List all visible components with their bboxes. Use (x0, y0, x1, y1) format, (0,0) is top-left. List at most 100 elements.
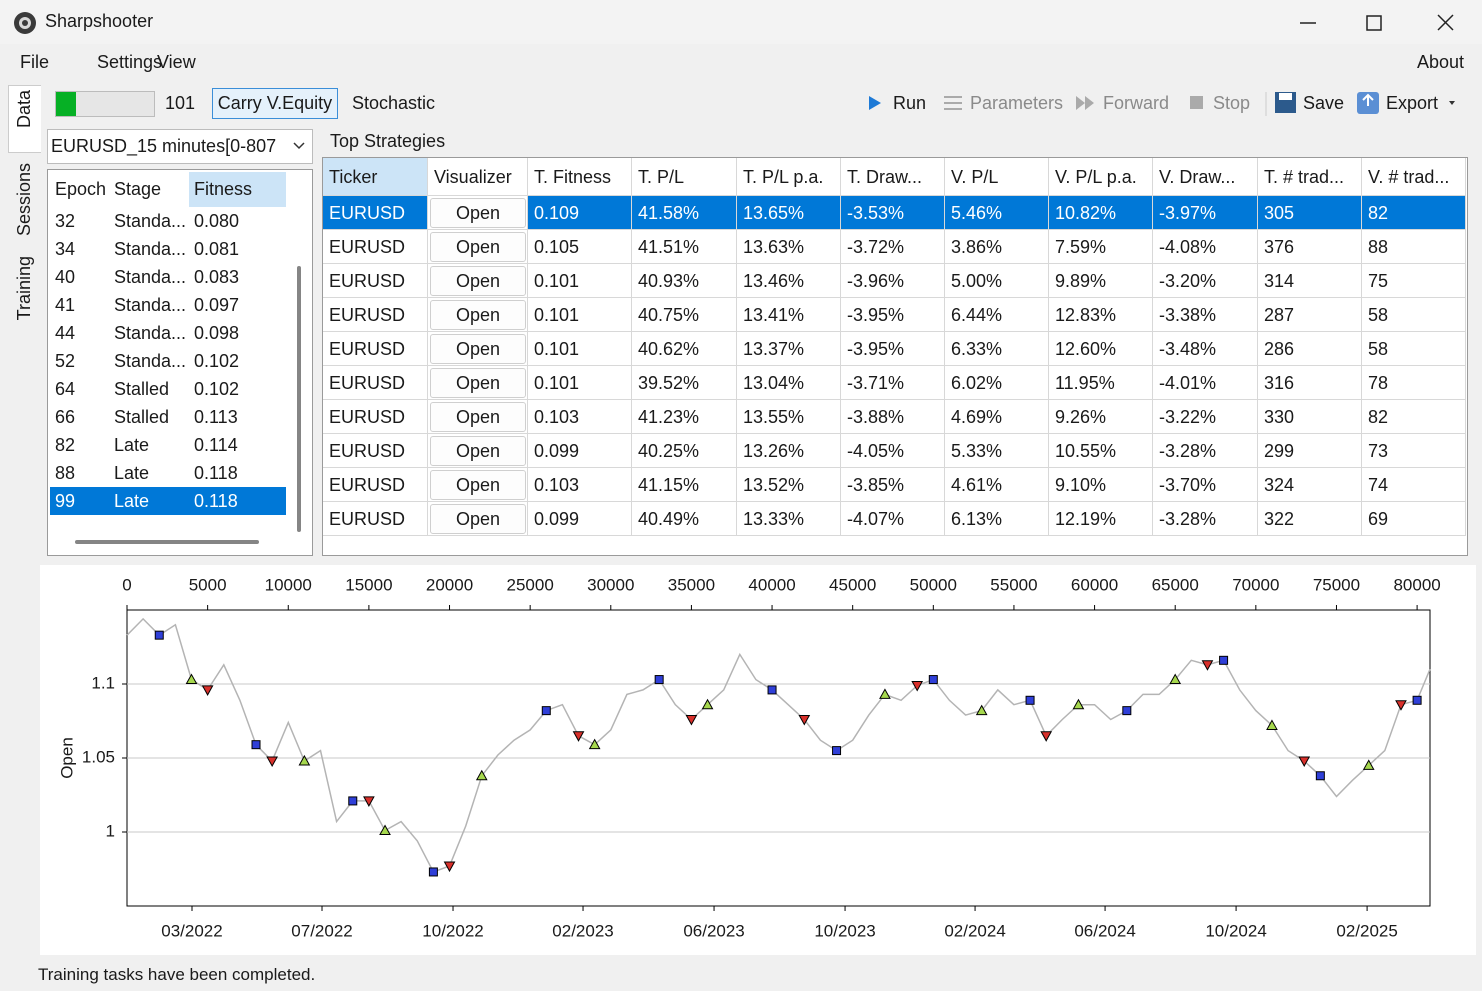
strategies-cell[interactable]: 13.04% (737, 366, 841, 400)
strategies-cell[interactable]: 5.46% (945, 196, 1049, 230)
strategies-cell[interactable]: -3.48% (1153, 332, 1258, 366)
strategies-cell[interactable]: -3.85% (841, 468, 945, 502)
epochs-row[interactable]: 32 Standa... 0.080 (50, 207, 286, 235)
strategies-cell[interactable]: 39.52% (632, 366, 737, 400)
strategies-cell[interactable]: 9.26% (1049, 400, 1153, 434)
strategies-cell[interactable]: -3.22% (1153, 400, 1258, 434)
strategies-cell[interactable]: -4.01% (1153, 366, 1258, 400)
strategies-cell[interactable]: 12.19% (1049, 502, 1153, 536)
strategies-cell[interactable]: EURUSD (323, 264, 428, 298)
strategies-cell[interactable]: EURUSD (323, 196, 428, 230)
strategies-cell[interactable]: 13.41% (737, 298, 841, 332)
strategies-cell[interactable]: 10.55% (1049, 434, 1153, 468)
strategies-cell[interactable]: EURUSD (323, 434, 428, 468)
forward-button[interactable]: Forward (1103, 93, 1170, 113)
strategies-cell[interactable]: 6.33% (945, 332, 1049, 366)
epochs-row[interactable]: 99 Late 0.118 (50, 487, 286, 515)
tab-data[interactable]: Data (14, 90, 34, 129)
stochastic-button[interactable]: Stochastic (352, 93, 436, 113)
open-button[interactable]: Open (430, 198, 526, 228)
strategies-cell[interactable]: 58 (1362, 332, 1466, 366)
strategies-cell[interactable]: 40.93% (632, 264, 737, 298)
menu-view[interactable]: View (157, 52, 196, 72)
strategies-header[interactable]: V. P/L p.a. (1049, 158, 1153, 196)
strategies-cell[interactable]: -4.05% (841, 434, 945, 468)
strategies-cell[interactable]: 41.15% (632, 468, 737, 502)
strategies-cell[interactable]: 41.51% (632, 230, 737, 264)
open-button[interactable]: Open (430, 470, 526, 500)
strategies-cell[interactable]: -3.71% (841, 366, 945, 400)
carry-button[interactable]: Carry V.Equity (212, 88, 338, 119)
strategies-cell[interactable]: 75 (1362, 264, 1466, 298)
strategies-cell[interactable]: 6.02% (945, 366, 1049, 400)
epochs-row[interactable]: 41 Standa... 0.097 (50, 291, 286, 319)
epochs-header[interactable]: Epoch (50, 172, 109, 207)
strategies-header[interactable]: T. P/L p.a. (737, 158, 841, 196)
strategies-cell[interactable]: 40.25% (632, 434, 737, 468)
open-button[interactable]: Open (430, 266, 526, 296)
strategies-cell[interactable]: EURUSD (323, 468, 428, 502)
strategies-cell[interactable]: 88 (1362, 230, 1466, 264)
strategies-cell[interactable]: 58 (1362, 298, 1466, 332)
open-button[interactable]: Open (430, 334, 526, 364)
strategies-cell[interactable]: EURUSD (323, 502, 428, 536)
strategies-cell[interactable]: -3.95% (841, 332, 945, 366)
strategies-cell[interactable]: 69 (1362, 502, 1466, 536)
strategies-cell[interactable]: EURUSD (323, 230, 428, 264)
strategies-cell[interactable]: 0.105 (528, 230, 632, 264)
open-button[interactable]: Open (430, 232, 526, 262)
strategies-cell[interactable]: -3.28% (1153, 502, 1258, 536)
epochs-row[interactable]: 34 Standa... 0.081 (50, 235, 286, 263)
strategies-header[interactable]: Visualizer (428, 158, 528, 196)
strategies-cell[interactable]: 314 (1258, 264, 1362, 298)
parameters-button[interactable]: Parameters (970, 93, 1064, 113)
strategies-header[interactable]: T. P/L (632, 158, 737, 196)
open-button[interactable]: Open (430, 402, 526, 432)
strategies-cell[interactable]: -3.95% (841, 298, 945, 332)
strategies-cell[interactable]: 41.23% (632, 400, 737, 434)
strategies-cell[interactable]: 13.33% (737, 502, 841, 536)
strategies-cell[interactable]: 0.101 (528, 332, 632, 366)
strategies-cell[interactable]: -3.53% (841, 196, 945, 230)
open-button[interactable]: Open (430, 436, 526, 466)
strategies-cell[interactable]: 5.00% (945, 264, 1049, 298)
epochs-row[interactable]: 82 Late 0.114 (50, 431, 286, 459)
dataset-combo[interactable]: EURUSD_15 minutes[0-807 (47, 129, 313, 164)
strategies-header[interactable]: V. # trad... (1362, 158, 1466, 196)
strategies-cell[interactable]: -4.07% (841, 502, 945, 536)
run-button[interactable]: Run (893, 93, 927, 113)
strategies-cell[interactable]: -3.97% (1153, 196, 1258, 230)
strategies-cell[interactable]: 330 (1258, 400, 1362, 434)
epochs-row[interactable]: 44 Standa... 0.098 (50, 319, 286, 347)
tab-training[interactable]: Training (14, 256, 34, 321)
strategies-cell[interactable]: 0.101 (528, 366, 632, 400)
strategies-cell[interactable]: 9.10% (1049, 468, 1153, 502)
epochs-header[interactable]: Fitness (189, 172, 286, 207)
epochs-row[interactable]: 88 Late 0.118 (50, 459, 286, 487)
strategies-cell[interactable]: 82 (1362, 196, 1466, 230)
strategies-header[interactable]: Ticker (323, 158, 428, 196)
strategies-cell[interactable]: 13.46% (737, 264, 841, 298)
strategies-cell[interactable]: 7.59% (1049, 230, 1153, 264)
strategies-cell[interactable]: 12.60% (1049, 332, 1153, 366)
strategies-cell[interactable]: 13.55% (737, 400, 841, 434)
scrollbar-h[interactable] (75, 540, 259, 544)
strategies-cell[interactable]: 78 (1362, 366, 1466, 400)
strategies-cell[interactable]: -3.96% (841, 264, 945, 298)
epochs-header[interactable]: Stage (109, 172, 189, 207)
strategies-cell[interactable]: 6.44% (945, 298, 1049, 332)
strategies-cell[interactable]: 305 (1258, 196, 1362, 230)
strategies-cell[interactable]: 74 (1362, 468, 1466, 502)
strategies-cell[interactable]: -3.28% (1153, 434, 1258, 468)
strategies-header[interactable]: T. Draw... (841, 158, 945, 196)
strategies-cell[interactable]: 41.58% (632, 196, 737, 230)
strategies-cell[interactable]: 286 (1258, 332, 1362, 366)
menu-file[interactable]: File (20, 52, 50, 72)
epochs-row[interactable]: 52 Standa... 0.102 (50, 347, 286, 375)
menu-about[interactable]: About (1417, 52, 1465, 72)
strategies-cell[interactable]: 0.099 (528, 502, 632, 536)
strategies-cell[interactable]: 0.103 (528, 468, 632, 502)
strategies-cell[interactable]: 322 (1258, 502, 1362, 536)
open-button[interactable]: Open (430, 504, 526, 534)
strategies-cell[interactable]: 73 (1362, 434, 1466, 468)
